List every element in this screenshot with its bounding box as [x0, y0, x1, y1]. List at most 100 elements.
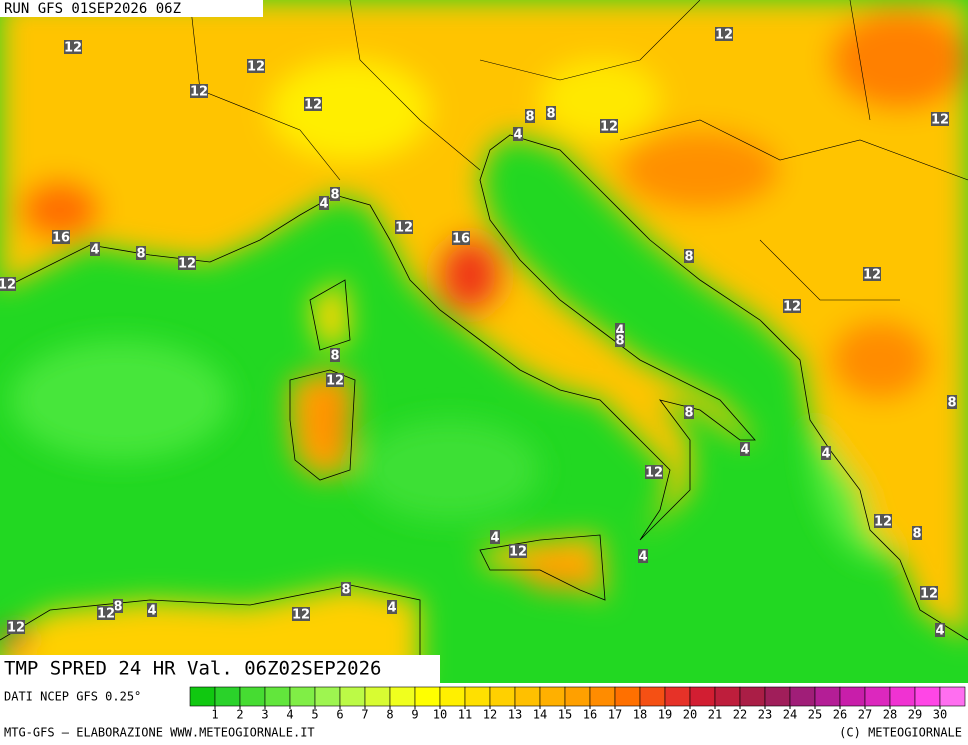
colorbar-label: 12	[483, 708, 497, 722]
contour-label: 8	[330, 349, 339, 364]
colorbar-label: 19	[658, 708, 672, 722]
colorbar: 1 2 3 4 5 6 7 8 9 10 11 12 13 14 15 16 17 18 19 20 21 22 23 24 2…	[189, 686, 966, 722]
colorbar-label: 13	[508, 708, 522, 722]
contour-label-box	[600, 119, 618, 133]
colorbar-swatch	[339, 686, 366, 707]
colorbar-label: 23	[758, 708, 772, 722]
contour-label: 8	[615, 334, 624, 349]
field	[0, 0, 968, 683]
colorbar-swatch	[464, 686, 491, 707]
contour-label: 8	[525, 110, 534, 125]
colorbar-swatch	[189, 686, 216, 707]
contour-label: 8	[136, 247, 145, 262]
colorbar-label: 11	[458, 708, 472, 722]
colorbar-label: 15	[558, 708, 572, 722]
colorbar-swatch	[764, 686, 791, 707]
contour-label-box	[136, 246, 146, 260]
contour-label: 12	[395, 221, 413, 236]
contour-label-box	[0, 277, 16, 291]
contour-label-box	[341, 582, 351, 596]
colorbar-swatch	[564, 686, 591, 707]
contour-label-box	[113, 599, 123, 613]
contour-label: 8	[684, 250, 693, 265]
colorbar-label: 6	[336, 708, 343, 722]
contour-label-box	[330, 348, 340, 362]
colorbar-label: 4	[286, 708, 293, 722]
colorbar-swatch	[689, 686, 716, 707]
contour-label-box	[645, 465, 663, 479]
contour-label-box	[64, 40, 82, 54]
colorbar-label: 25	[808, 708, 822, 722]
contour-label: 12	[0, 278, 16, 293]
coastlines	[0, 0, 968, 683]
contour-label: 12	[931, 113, 949, 128]
colorbar-swatch	[314, 686, 341, 707]
colorbar-swatch	[439, 686, 466, 707]
contour-label: 4	[638, 550, 647, 565]
colorbar-label: 3	[261, 708, 268, 722]
contour-label-box	[863, 267, 881, 281]
contour-label-box	[52, 230, 70, 244]
colorbar-label: 24	[783, 708, 797, 722]
contour-label: 4	[935, 624, 944, 639]
colorbar-label: 10	[433, 708, 447, 722]
contour-label-box	[615, 323, 625, 337]
map-title: TMP SPRED 24 HR Val. 06Z02SEP2026	[4, 658, 382, 680]
colorbar-swatch	[514, 686, 541, 707]
colorbar-swatch	[239, 686, 266, 707]
contour-label: 12	[509, 545, 527, 560]
contour-label: 12	[64, 41, 82, 56]
colorbar-label: 22	[733, 708, 747, 722]
colorbar-label: 9	[411, 708, 418, 722]
colorbar-swatch	[364, 686, 391, 707]
contour-label: 12	[326, 374, 344, 389]
colorbar-swatch	[614, 686, 641, 707]
run-label: RUN GFS 01SEP2026 06Z	[4, 1, 181, 17]
colorbar-label: 17	[608, 708, 622, 722]
contour-label: 4	[387, 601, 396, 616]
contour-label-box	[395, 220, 413, 234]
contour-label: 8	[684, 406, 693, 421]
colorbar-swatch	[639, 686, 666, 707]
colorbar-label: 20	[683, 708, 697, 722]
contour-label-box	[546, 106, 556, 120]
contour-label-box	[684, 249, 694, 263]
contour-label-box	[147, 603, 157, 617]
contour-label: 12	[7, 621, 25, 636]
contour-label-box	[90, 242, 100, 256]
contour-label-box	[319, 196, 329, 210]
contour-label: 12	[304, 98, 322, 113]
footer-left: MTG-GFS — ELABORAZIONE WWW.METEOGIORNALE…	[4, 726, 315, 740]
contour-label: 12	[920, 587, 938, 602]
colorbar-swatch	[389, 686, 416, 707]
title-box	[0, 655, 440, 683]
contour-label: 12	[645, 466, 663, 481]
contour-label: 4	[821, 447, 830, 462]
colorbar-label: 29	[908, 708, 922, 722]
colorbar-swatch	[739, 686, 766, 707]
contour-label-box	[920, 586, 938, 600]
contour-label: 4	[319, 197, 328, 212]
colorbar-label: 26	[833, 708, 847, 722]
colorbar-label: 2	[236, 708, 243, 722]
contour-label: 12	[292, 608, 310, 623]
colorbar-swatch	[289, 686, 316, 707]
colorbar-label: 8	[386, 708, 393, 722]
contour-label-box	[783, 299, 801, 313]
contour-label-box	[326, 373, 344, 387]
contour-label: 12	[715, 28, 733, 43]
contour-label: 12	[178, 257, 196, 272]
colorbar-swatch	[264, 686, 291, 707]
colorbar-label: 30	[933, 708, 947, 722]
colorbar-swatch	[889, 686, 916, 707]
colorbar-label: 1	[211, 708, 218, 722]
contour-label: 8	[113, 600, 122, 615]
contour-label: 4	[490, 531, 499, 546]
contour-label-box	[513, 127, 523, 141]
contour-label: 12	[600, 120, 618, 135]
contour-label-box	[178, 256, 196, 270]
contour-label: 12	[190, 85, 208, 100]
colorbar-swatch	[539, 686, 566, 707]
